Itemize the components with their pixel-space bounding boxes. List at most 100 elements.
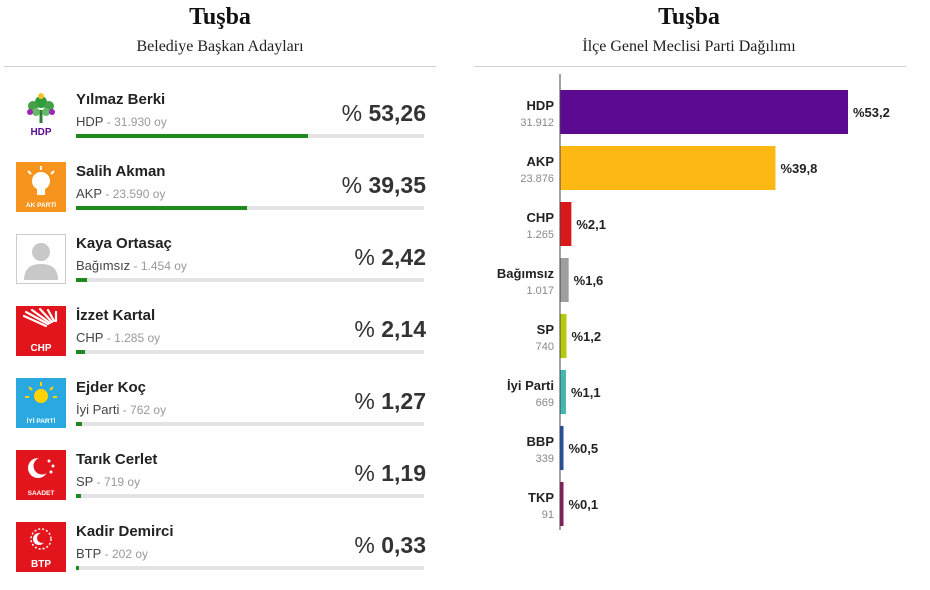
council-title: Tuşba: [658, 4, 720, 30]
candidate-percent-value: 1,19: [381, 460, 426, 486]
candidate-party: BTP - 202 oy: [76, 546, 148, 561]
candidate-share-bar: [76, 422, 82, 426]
candidate-name: Salih Akman: [76, 163, 166, 180]
candidate-share-bar: [76, 206, 248, 210]
candidate-vote-unit: oy: [147, 331, 161, 345]
candidate-party: İyi Parti - 762 oy: [76, 402, 166, 417]
candidate-vote-count: 23.590: [112, 187, 150, 201]
percent-sign: %: [341, 100, 363, 126]
candidate-party-name: HDP: [76, 114, 104, 129]
candidate-percent: % 53,26: [342, 100, 426, 127]
candidate-party-name: AKP: [76, 186, 103, 201]
party-bar: [560, 370, 566, 414]
party-bar: [560, 314, 567, 358]
percent-sign: %: [354, 460, 375, 486]
candidate-name: Tarık Cerlet: [76, 451, 158, 468]
candidate-vote-unit: oy: [127, 475, 141, 489]
party-votes: 31.912: [520, 117, 554, 129]
percent-sign: %: [354, 388, 375, 414]
mayor-subtitle: Belediye Başkan Adayları: [136, 38, 304, 55]
percent-sign: %: [354, 316, 375, 342]
btp-stars-logo-icon: BTP: [16, 522, 66, 572]
candidate-party-name: BTP: [76, 546, 102, 561]
party-votes: 23.876: [520, 173, 554, 185]
party-label: SP: [537, 322, 555, 337]
candidate-row: Kaya Ortasaç Bağımsız - 1.454 oy % 2,42: [16, 230, 426, 302]
candidate-share-track: [76, 566, 424, 570]
svg-text:CHP: CHP: [30, 343, 51, 354]
candidate-name: Kadir Demirci: [76, 523, 174, 540]
percent-sign: %: [354, 244, 375, 270]
candidate-votes: - 762 oy: [119, 403, 167, 417]
party-votes: 669: [536, 397, 554, 409]
party-percent-label: %0,5: [569, 441, 599, 456]
party-votes: 339: [536, 453, 554, 465]
candidate-row: HDP Yılmaz Berki HDP - 31.930 oy % 53,26: [16, 86, 426, 158]
candidate-row: İYİ PARTİ Ejder Koç İyi Parti - 762 oy %…: [16, 374, 426, 446]
party-bar: [560, 146, 776, 190]
council-subtitle: İlçe Genel Meclisi Parti Dağılımı: [582, 38, 796, 55]
candidate-percent: % 2,14: [354, 316, 426, 343]
party-percent-label: %1,2: [571, 329, 601, 344]
svg-text:AK PARTİ: AK PARTİ: [26, 201, 56, 209]
candidate-share-track: [76, 278, 424, 282]
saadet-crescent-logo-icon: SAADET: [16, 450, 66, 500]
council-divider: [474, 66, 906, 67]
party-votes: 1.265: [526, 229, 554, 241]
candidate-vote-count: 1.454: [140, 259, 171, 273]
party-bar: [560, 202, 572, 246]
candidate-votes: - 23.590 oy: [102, 187, 166, 201]
candidate-vote-count: 719: [104, 475, 125, 489]
candidate-row: SAADET Tarık Cerlet SP - 719 oy % 1,19: [16, 446, 426, 518]
candidate-votes: - 1.285 oy: [103, 331, 161, 345]
candidate-percent: % 1,27: [354, 388, 426, 415]
party-bar: [560, 258, 569, 302]
party-distribution-chart: HDP 31.912 %53,2 AKP 23.876 %39,8 CHP 1.265 %2,1…: [497, 74, 890, 530]
person-silhouette-icon: [16, 234, 66, 284]
hdp-tree-logo-icon: HDP: [16, 90, 66, 140]
party-bar: [560, 426, 564, 470]
candidate-party: SP - 719 oy: [76, 474, 140, 489]
akp-bulb-logo-icon: AK PARTİ: [16, 162, 66, 212]
party-label: BBP: [527, 434, 555, 449]
party-percent-label: %1,1: [571, 385, 601, 400]
council-panel: Tuşba İlçe Genel Meclisi Parti Dağılımı …: [468, 0, 930, 574]
candidate-share-bar: [76, 278, 87, 282]
candidate-vote-count: 1.285: [114, 331, 145, 345]
svg-text:HDP: HDP: [30, 127, 51, 138]
candidate-vote-unit: oy: [154, 115, 167, 129]
candidate-vote-unit: oy: [153, 403, 167, 417]
candidate-row: BTP Kadir Demirci BTP - 202 oy % 0,33: [16, 518, 426, 590]
candidate-party: AKP - 23.590 oy: [76, 186, 165, 201]
percent-sign: %: [354, 532, 375, 558]
candidate-percent: % 39,35: [342, 172, 426, 199]
candidate-share-track: [76, 422, 424, 426]
party-percent-label: %1,6: [574, 273, 604, 288]
candidate-party-name: İyi Parti: [76, 402, 120, 417]
candidate-share-track: [76, 134, 424, 138]
mayor-divider: [4, 66, 436, 67]
candidate-votes: - 202 oy: [101, 547, 149, 561]
candidate-row: CHP İzzet Kartal CHP - 1.285 oy % 2,14: [16, 302, 426, 374]
chp-arrows-logo-icon: CHP: [16, 306, 66, 356]
candidate-name: Kaya Ortasaç: [76, 235, 172, 252]
party-votes: 1.017: [526, 285, 554, 297]
party-percent-label: %2,1: [576, 217, 606, 232]
candidate-party: CHP - 1.285 oy: [76, 330, 160, 345]
candidate-party: Bağımsız - 1.454 oy: [76, 258, 187, 273]
candidate-share-bar: [76, 134, 308, 138]
party-label: HDP: [527, 98, 555, 113]
party-percent-label: %39,8: [780, 161, 817, 176]
candidate-percent-value: 1,27: [381, 388, 426, 414]
candidate-row: AK PARTİ Salih Akman AKP - 23.590 oy % 3…: [16, 158, 426, 230]
svg-text:SAADET: SAADET: [28, 490, 55, 497]
party-bar: [560, 482, 564, 526]
candidate-share-bar: [76, 494, 82, 498]
candidate-votes: - 1.454 oy: [130, 259, 187, 273]
candidate-vote-unit: oy: [174, 259, 187, 273]
candidate-percent-value: 2,42: [381, 244, 426, 270]
candidate-vote-count: 762: [130, 403, 151, 417]
candidate-party: HDP - 31.930 oy: [76, 114, 167, 129]
candidate-share-bar: [76, 350, 86, 354]
candidate-votes: - 31.930 oy: [103, 115, 167, 129]
